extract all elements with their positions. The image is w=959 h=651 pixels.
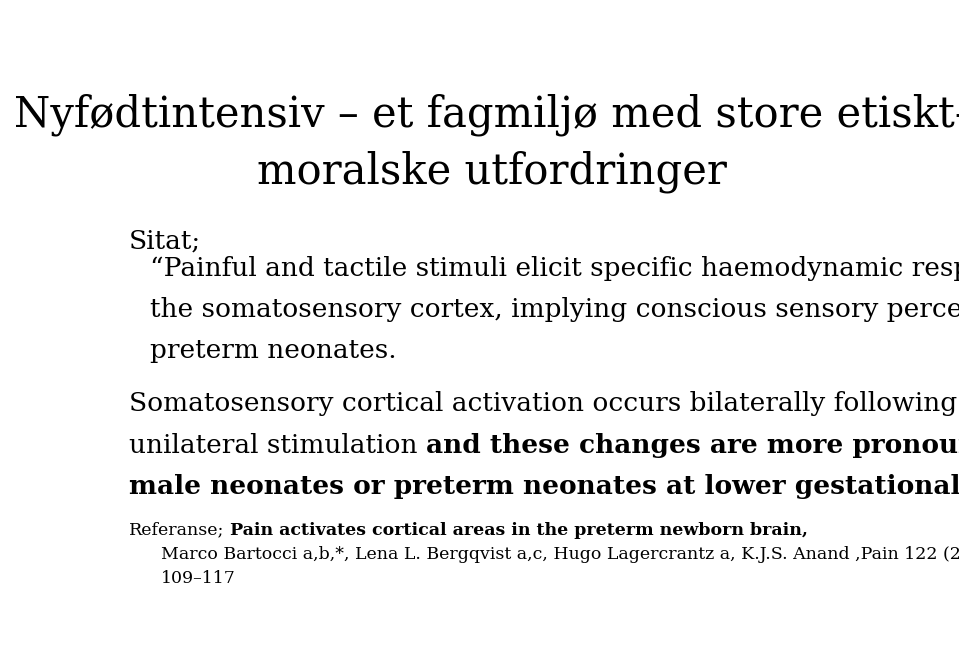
Text: 109–117: 109–117	[161, 570, 236, 587]
Text: moralske utfordringer: moralske utfordringer	[257, 151, 726, 193]
Text: “Painful and tactile stimuli elicit specific haemodynamic responses in: “Painful and tactile stimuli elicit spec…	[150, 256, 959, 281]
Text: unilateral stimulation: unilateral stimulation	[129, 432, 426, 458]
Text: and these changes are more pronounced in: and these changes are more pronounced in	[426, 432, 959, 458]
Text: the somatosensory cortex, implying conscious sensory perception in: the somatosensory cortex, implying consc…	[150, 297, 959, 322]
Text: Sitat;: Sitat;	[129, 229, 201, 253]
Text: Marco Bartocci a,b,*, Lena L. Bergqvist a,c, Hugo Lagercrantz a, K.J.S. Anand ,P: Marco Bartocci a,b,*, Lena L. Bergqvist …	[161, 546, 959, 563]
Text: Nyfødtintensiv – et fagmiljø med store etiskt-: Nyfødtintensiv – et fagmiljø med store e…	[14, 93, 959, 135]
Text: Somatosensory cortical activation occurs bilaterally following: Somatosensory cortical activation occurs…	[129, 391, 957, 417]
Text: Pain activates cortical areas in the preterm newborn brain,: Pain activates cortical areas in the pre…	[224, 521, 808, 539]
Text: male neonates or preterm neonates at lower gestational ages.”: male neonates or preterm neonates at low…	[129, 474, 959, 499]
Text: preterm neonates.: preterm neonates.	[150, 339, 396, 363]
Text: Referanse;: Referanse;	[129, 521, 224, 539]
